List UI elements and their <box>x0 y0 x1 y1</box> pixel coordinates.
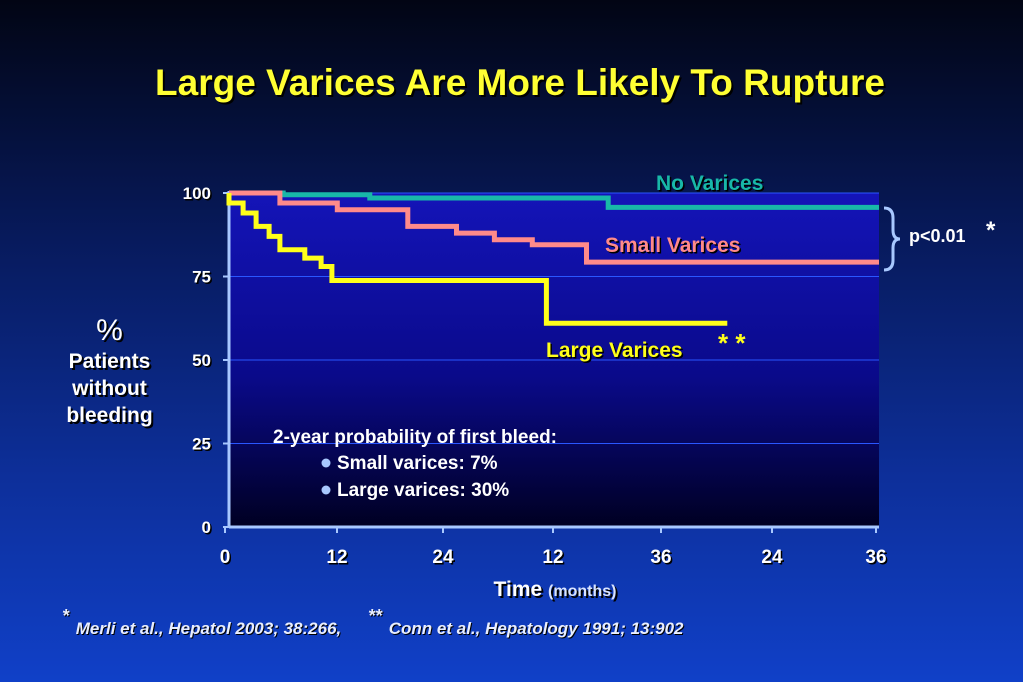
inset-item: Large varices: 30% <box>337 480 509 501</box>
y-tick-label-shadow: 25 <box>194 436 213 455</box>
inset-item: Small varices: 7% <box>337 453 498 474</box>
x-axis-unit: (months) <box>548 583 617 600</box>
y-axis-text: Patients without bleeding <box>66 350 153 427</box>
bullet-icon <box>321 485 331 495</box>
series-label-1: Small Varices <box>605 234 740 257</box>
x-tick-label: 36 <box>865 547 886 568</box>
y-tick-label: 25 <box>192 435 211 454</box>
y-tick-label-shadow: 0 <box>203 520 212 539</box>
p-value-mark: * <box>986 217 996 244</box>
y-tick-label: 100 <box>183 184 211 203</box>
series-label-2: Large Varices <box>546 339 683 362</box>
x-tick-label-shadow: 0 <box>221 549 232 570</box>
series-label-shadow: No Varices <box>658 174 765 197</box>
inset-title: 2-year probability of first bleed: <box>273 427 557 448</box>
x-tick-label: 12 <box>542 547 563 568</box>
x-tick-label-shadow: 36 <box>652 549 673 570</box>
series-label-shadow: Large Varices <box>548 341 685 364</box>
grid-layer <box>229 192 879 444</box>
y-tick-label: 0 <box>202 518 211 537</box>
x-tick-label-shadow: 12 <box>328 549 349 570</box>
series-line-1 <box>229 190 879 265</box>
x-tick-label: 24 <box>761 547 783 568</box>
series-label-0: No Varices <box>656 172 763 195</box>
references: * Merli et al., Hepatol 2003; 38:266, **… <box>62 606 684 639</box>
x-tick-label-shadow: 24 <box>763 549 785 570</box>
ref1-text: Merli et al., Hepatol 2003; 38:266, <box>75 619 342 638</box>
y-tick-label-shadow: 50 <box>194 353 213 372</box>
x-axis-label: Time (months) <box>430 578 680 602</box>
brace-icon <box>883 206 901 272</box>
y-tick-label: 75 <box>192 268 211 287</box>
ref2-mark: ** <box>368 606 383 626</box>
series-label-shadow: Small Varices <box>607 236 742 259</box>
y-axis-label: % Patients without bleeding <box>52 314 167 429</box>
y-tick-label-shadow: 100 <box>184 186 212 205</box>
slide-title: Large Varices Are More Likely To Rupture <box>155 62 885 103</box>
x-tick-label-shadow: 36 <box>867 549 888 570</box>
x-tick-label: 36 <box>650 547 671 568</box>
x-tick-label: 12 <box>326 547 347 568</box>
bullet-icon <box>321 458 331 468</box>
y-axis-symbol: % <box>96 314 123 347</box>
ref2-text: Conn et al., Hepatology 1991; 13:902 <box>388 619 684 638</box>
series-line-0 <box>229 190 879 210</box>
x-tick-label: 24 <box>432 547 454 568</box>
large-varices-mark: * * <box>718 328 746 358</box>
x-tick-label-shadow: 12 <box>544 549 565 570</box>
series-line-2 <box>226 193 728 326</box>
y-tick-label: 50 <box>192 351 211 370</box>
ref1-mark: * <box>62 606 70 626</box>
p-value: p<0.01 <box>909 226 966 246</box>
x-axis-text: Time <box>493 578 543 601</box>
series-layer <box>226 190 879 326</box>
y-tick-label-shadow: 75 <box>194 269 213 288</box>
x-tick-label: 0 <box>220 547 231 568</box>
x-tick-label-shadow: 24 <box>434 549 456 570</box>
